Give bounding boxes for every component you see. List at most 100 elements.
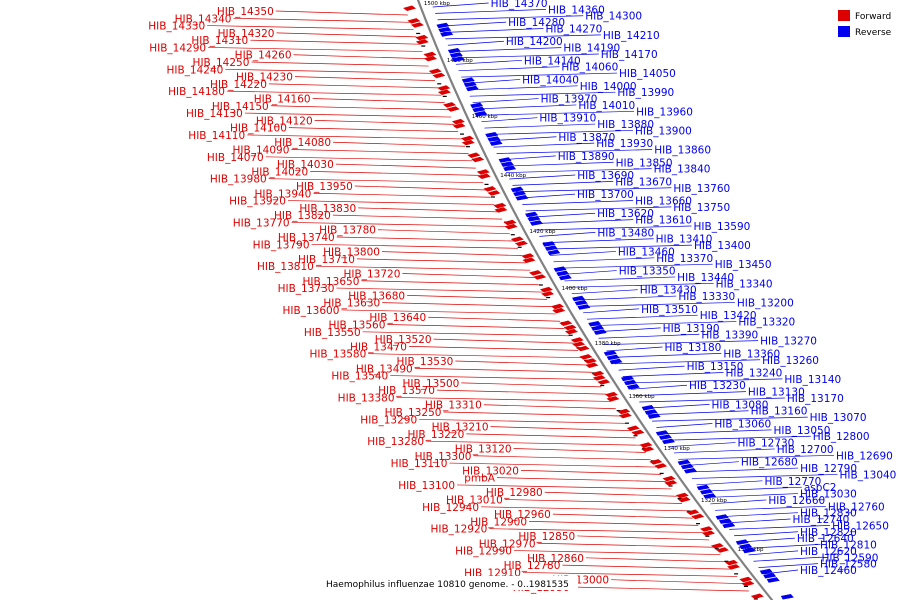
forward-leader-line bbox=[408, 346, 579, 351]
kbp-marker: 1440 kbp bbox=[500, 173, 526, 179]
forward-leader-line bbox=[419, 418, 626, 424]
reverse-gene-feature bbox=[474, 111, 488, 117]
reverse-gene-feature bbox=[766, 577, 780, 583]
reverse-gene-feature bbox=[696, 484, 710, 491]
forward-gene-label: HIB_14100 bbox=[230, 123, 287, 135]
forward-leader-line bbox=[332, 214, 503, 220]
forward-leader-line bbox=[390, 375, 597, 380]
reverse-leader-line bbox=[715, 505, 826, 511]
forward-leader-line bbox=[455, 360, 588, 366]
reverse-gene-label: HIB_14000 bbox=[580, 81, 637, 93]
reverse-leader-line bbox=[515, 187, 672, 193]
reverse-gene-label: HIB_12830 bbox=[800, 508, 857, 520]
forward-gene-feature bbox=[437, 89, 451, 95]
forward-gene-label: HIB_13810 bbox=[257, 261, 314, 273]
forward-gene-feature bbox=[510, 236, 524, 242]
forward-gene-label: HIB_13770 bbox=[233, 217, 290, 229]
reverse-leader-line bbox=[535, 225, 692, 231]
genome-caption: Haemophilus influenzae 10810 genome. - 0… bbox=[326, 580, 569, 590]
forward-leader-line bbox=[483, 404, 616, 410]
reverse-gene-label: HIB_13240 bbox=[725, 368, 782, 380]
forward-gene-feature bbox=[739, 576, 753, 583]
forward-gene-label: HIB_13490 bbox=[356, 363, 413, 375]
reverse-leader-line bbox=[529, 212, 596, 218]
reverse-leader-line bbox=[586, 314, 698, 320]
reverse-leader-line bbox=[435, 9, 546, 14]
forward-gene-label: HIB_13950 bbox=[296, 181, 353, 193]
reverse-leader-line bbox=[639, 397, 785, 403]
forward-leader-line bbox=[414, 367, 592, 373]
forward-gene-label: HIB_13300 bbox=[415, 451, 472, 463]
reverse-gene-label: HIB_12620 bbox=[800, 546, 857, 558]
forward-leader-line bbox=[426, 440, 641, 446]
reverse-gene-feature bbox=[703, 493, 717, 499]
reverse-gene-feature bbox=[577, 304, 591, 310]
reverse-leader-line bbox=[710, 499, 767, 505]
forward-leader-line bbox=[611, 579, 744, 585]
reverse-gene-label: HIB_13320 bbox=[738, 317, 795, 329]
kbp-marker: 1420 kbp bbox=[530, 229, 556, 235]
forward-gene-label: HIB_14070 bbox=[207, 152, 264, 164]
reverse-gene-feature bbox=[529, 220, 543, 226]
forward-leader-line bbox=[362, 331, 570, 337]
reverse-gene-label: HIB_12800 bbox=[813, 431, 870, 443]
legend-swatch-forward bbox=[838, 10, 850, 21]
reverse-gene-label: HIB_13510 bbox=[641, 304, 698, 316]
reverse-leader-line bbox=[602, 340, 759, 346]
forward-gene-feature bbox=[664, 480, 678, 486]
forward-gene-feature bbox=[437, 85, 451, 91]
reverse-gene-label: HIB_13760 bbox=[673, 183, 730, 195]
forward-gene-label: HIB_14250 bbox=[193, 57, 250, 69]
reverse-gene-feature bbox=[620, 375, 634, 382]
reverse-leader-line bbox=[614, 359, 761, 365]
reverse-leader-line bbox=[490, 136, 557, 142]
reverse-gene-feature bbox=[647, 413, 661, 419]
forward-gene-label: HIB_12960 bbox=[494, 509, 551, 521]
forward-leader-line bbox=[265, 156, 473, 162]
reverse-gene-feature bbox=[735, 539, 749, 545]
reverse-gene-feature bbox=[606, 354, 620, 361]
forward-gene-label: HIB_12990 bbox=[455, 546, 512, 558]
reverse-gene-feature bbox=[661, 438, 675, 445]
forward-leader-line bbox=[275, 10, 408, 16]
reverse-leader-line bbox=[705, 493, 799, 498]
forward-leader-line bbox=[333, 141, 466, 147]
forward-gene-feature bbox=[741, 580, 755, 587]
reverse-gene-label: HIB_13080 bbox=[712, 399, 769, 411]
reverse-gene-label: HIB_13420 bbox=[700, 310, 757, 322]
reverse-leader-line bbox=[469, 91, 616, 97]
reverse-gene-label: HIB_14370 bbox=[491, 0, 548, 10]
forward-gene-feature bbox=[649, 459, 663, 465]
forward-leader-line bbox=[497, 477, 667, 482]
reverse-gene-label: HIB_14050 bbox=[619, 68, 676, 80]
reverse-leader-line bbox=[665, 435, 811, 441]
forward-gene-label: HIB_13280 bbox=[367, 436, 424, 448]
forward-gene-label: HIB_13780 bbox=[319, 225, 376, 237]
reverse-gene-label: HIB_13350 bbox=[619, 266, 676, 278]
reverse-gene-label: HIB_12690 bbox=[836, 450, 893, 462]
forward-gene-feature bbox=[467, 152, 481, 158]
forward-gene-feature bbox=[452, 123, 466, 129]
forward-gene-label: HIB_14240 bbox=[166, 64, 223, 76]
genome-backbone bbox=[416, 0, 774, 600]
forward-gene-feature bbox=[428, 68, 442, 74]
forward-gene-label: HIB_13580 bbox=[309, 349, 366, 361]
forward-gene-label: HIB_14310 bbox=[191, 35, 248, 47]
forward-gene-label: HIB_12850 bbox=[518, 531, 575, 543]
forward-gene-label: HIB_13530 bbox=[396, 356, 453, 368]
legend-label-forward: Forward bbox=[855, 12, 891, 22]
reverse-gene-feature bbox=[515, 195, 529, 201]
forward-gene-label: HIB_13470 bbox=[350, 341, 407, 353]
reverse-gene-feature bbox=[447, 48, 461, 54]
forward-gene-feature bbox=[528, 270, 542, 276]
forward-leader-line bbox=[288, 127, 459, 133]
reverse-gene-label: HIB_12760 bbox=[828, 501, 885, 513]
forward-gene-feature bbox=[654, 463, 668, 469]
reverse-gene-feature bbox=[485, 132, 499, 138]
reverse-gene-feature bbox=[680, 463, 694, 470]
forward-gene-label: HIB_13800 bbox=[323, 247, 380, 259]
reverse-leader-line bbox=[553, 257, 655, 263]
forward-gene-label: HIB_13250 bbox=[385, 407, 442, 419]
reverse-gene-feature bbox=[759, 568, 773, 575]
kbp-marker: 1380 kbp bbox=[595, 341, 621, 347]
